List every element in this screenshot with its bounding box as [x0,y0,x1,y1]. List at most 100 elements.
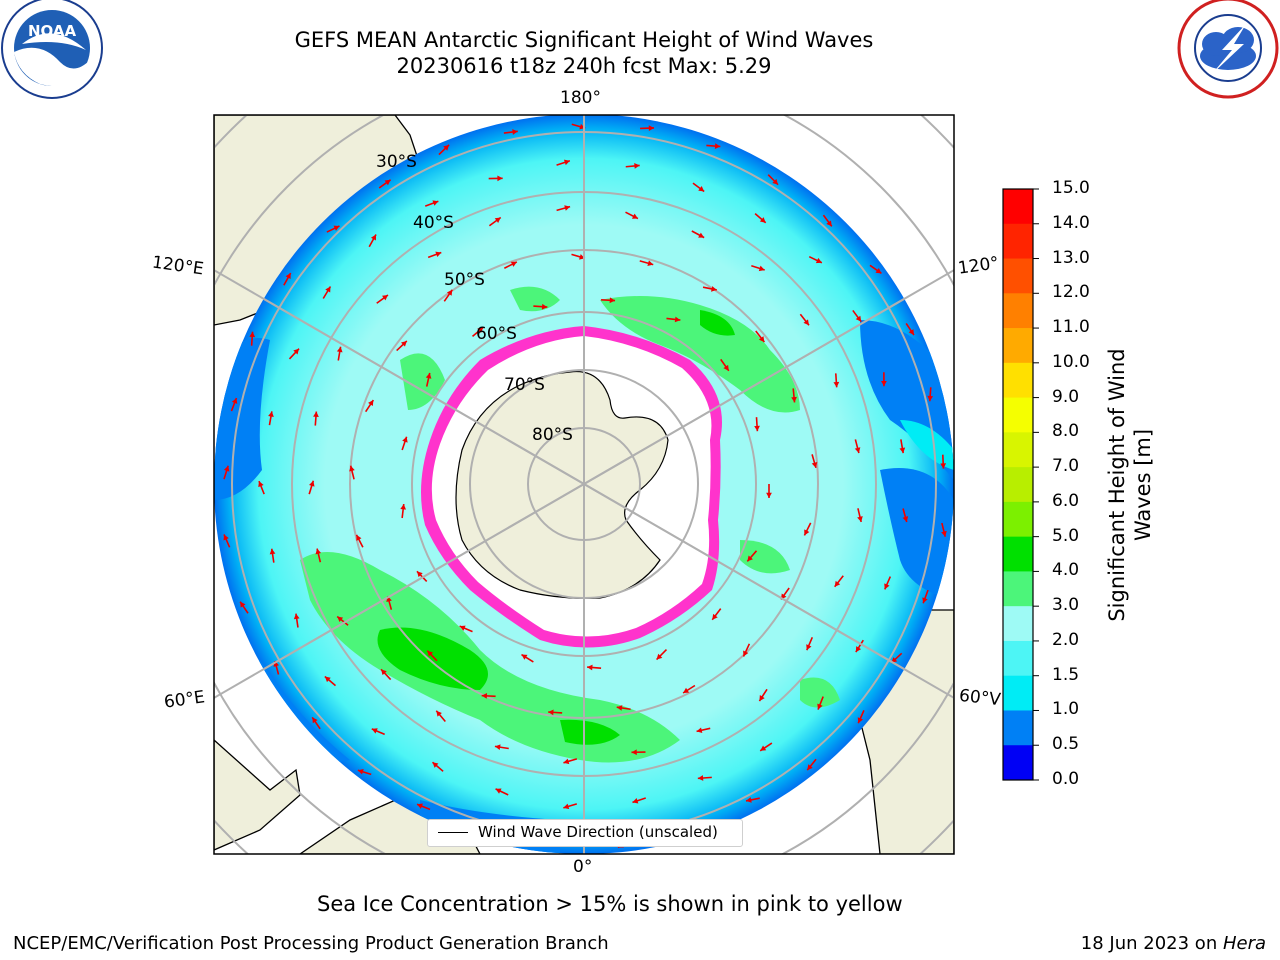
wave-direction-arrow [336,615,349,626]
wave-direction-arrow [696,727,711,734]
wave-direction-arrow [587,664,602,671]
wave-direction-arrow [881,372,887,387]
colorbar-segment [1003,571,1033,607]
wave-direction-arrow [702,286,717,292]
wave-direction-arrow [481,693,496,699]
wave-direction-arrow [249,331,256,346]
wave-direction-arrow [494,744,509,751]
wave-direction-arrow [268,411,274,426]
wave-direction-arrow [803,522,812,536]
wave-direction-arrow [808,255,823,264]
lat-label-60s: 60°S [476,324,517,344]
wave-direction-arrow [869,264,882,275]
colorbar-segment [1003,293,1033,329]
colorbar-segment [1003,675,1033,711]
map-panel [214,115,954,854]
chart-title: GEFS MEAN Antarctic Significant Height o… [294,28,874,52]
footer-date: 18 Jun 2023 on Hera [1080,933,1266,954]
wave-direction-arrow [746,550,758,562]
colorbar-segment [1003,432,1033,468]
wave-direction-arrow [922,589,929,604]
wave-direction-arrow [380,668,392,681]
lat-label-70s: 70°S [504,375,545,395]
wave-direction-arrow [239,601,249,614]
colorbar-segment [1003,536,1033,572]
wave-direction-arrow [834,575,844,588]
wave-direction-arrow [503,129,518,135]
wave-direction-arrow [438,144,450,156]
wave-direction-arrow [640,125,655,132]
wave-direction-arrow [697,775,712,781]
wave-direction-arrow [431,761,444,772]
wave-direction-arrow [806,758,817,771]
wave-direction-arrow [766,484,772,498]
colorbar-segment [1003,467,1033,503]
wave-direction-arrow [625,163,640,169]
wave-direction-arrow [400,503,407,519]
sea-ice-note: Sea Ice Concentration > 15% is shown in … [317,892,903,916]
wave-direction-arrow [563,758,578,765]
wave-direction-arrow [503,261,518,269]
wave-direction-arrow [311,716,321,730]
colorbar-segment [1003,189,1033,225]
wave-direction-arrow [631,749,646,756]
colorbar-tick-label: 1.0 [1052,699,1080,720]
wave-direction-arrow [855,639,864,653]
wave-direction-arrow [223,465,230,480]
outer-graticule [214,115,954,854]
wave-direction-arrow [927,387,934,402]
svg-text:NOAA: NOAA [28,22,77,40]
wave-direction-arrow [720,358,730,372]
map-frame [213,114,955,855]
wave-direction-arrow [416,803,431,811]
wave-direction-arrow [884,576,892,590]
wave-direction-arrow [625,211,639,220]
wave-direction-arrow [767,174,779,186]
wave-direction-arrow [308,480,315,495]
wave-direction-arrow [376,294,389,304]
wave-direction-arrow [806,636,814,651]
wave-direction-arrow [691,230,705,239]
lon-label-60w: 60°V [958,685,1002,711]
legend-line-sample [438,832,468,833]
wave-direction-arrow [857,710,865,724]
wave-direction-arrow [754,212,767,224]
wave-direction-arrow [759,742,773,752]
wind-wave-arrows [223,123,947,849]
wave-direction-arrow [811,454,818,469]
wave-direction-arrow [488,175,503,182]
wave-direction-arrow [471,326,484,337]
colorbar [1003,188,1039,781]
wave-direction-arrow [283,272,292,286]
wave-direction-arrow [556,159,571,166]
wave-direction-arrow [833,373,840,388]
wave-direction-arrow [548,709,563,716]
wave-direction-arrow [293,613,300,628]
wave-direction-arrow [425,372,432,387]
legend-label: Wind Wave Direction (unscaled) [478,823,718,841]
wave-direction-arrow [711,608,722,621]
lat-label-40s: 40°S [413,213,454,233]
wave-direction-arrow [364,399,375,413]
wave-direction-arrow [601,297,616,304]
chart-subtitle: 20230616 t18z 240h fcst Max: 5.29 [396,54,772,78]
wave-direction-arrow [852,309,862,323]
lat-label-80s: 80°S [532,425,573,445]
wave-direction-arrow [616,705,631,711]
wave-direction-arrow [258,480,265,495]
colorbar-segment [1003,606,1033,642]
wave-direction-arrow [706,143,721,149]
colorbar-tick-label: 8.0 [1052,421,1080,442]
map-legend: Wind Wave Direction (unscaled) [427,819,743,847]
wave-direction-arrow [427,251,442,259]
footer-credit: NCEP/EMC/Verification Post Processing Pr… [13,933,609,954]
wave-direction-arrow [533,303,548,310]
wave-direction-arrow [435,710,446,722]
wave-direction-arrow [817,696,824,710]
wave-direction-arrow [758,688,768,702]
wave-direction-arrow [751,265,765,272]
wave-direction-arrow [223,534,231,548]
wave-direction-arrow [754,417,760,432]
wave-direction-arrow [822,214,833,227]
colorbar-tick-label: 11.0 [1052,317,1090,338]
